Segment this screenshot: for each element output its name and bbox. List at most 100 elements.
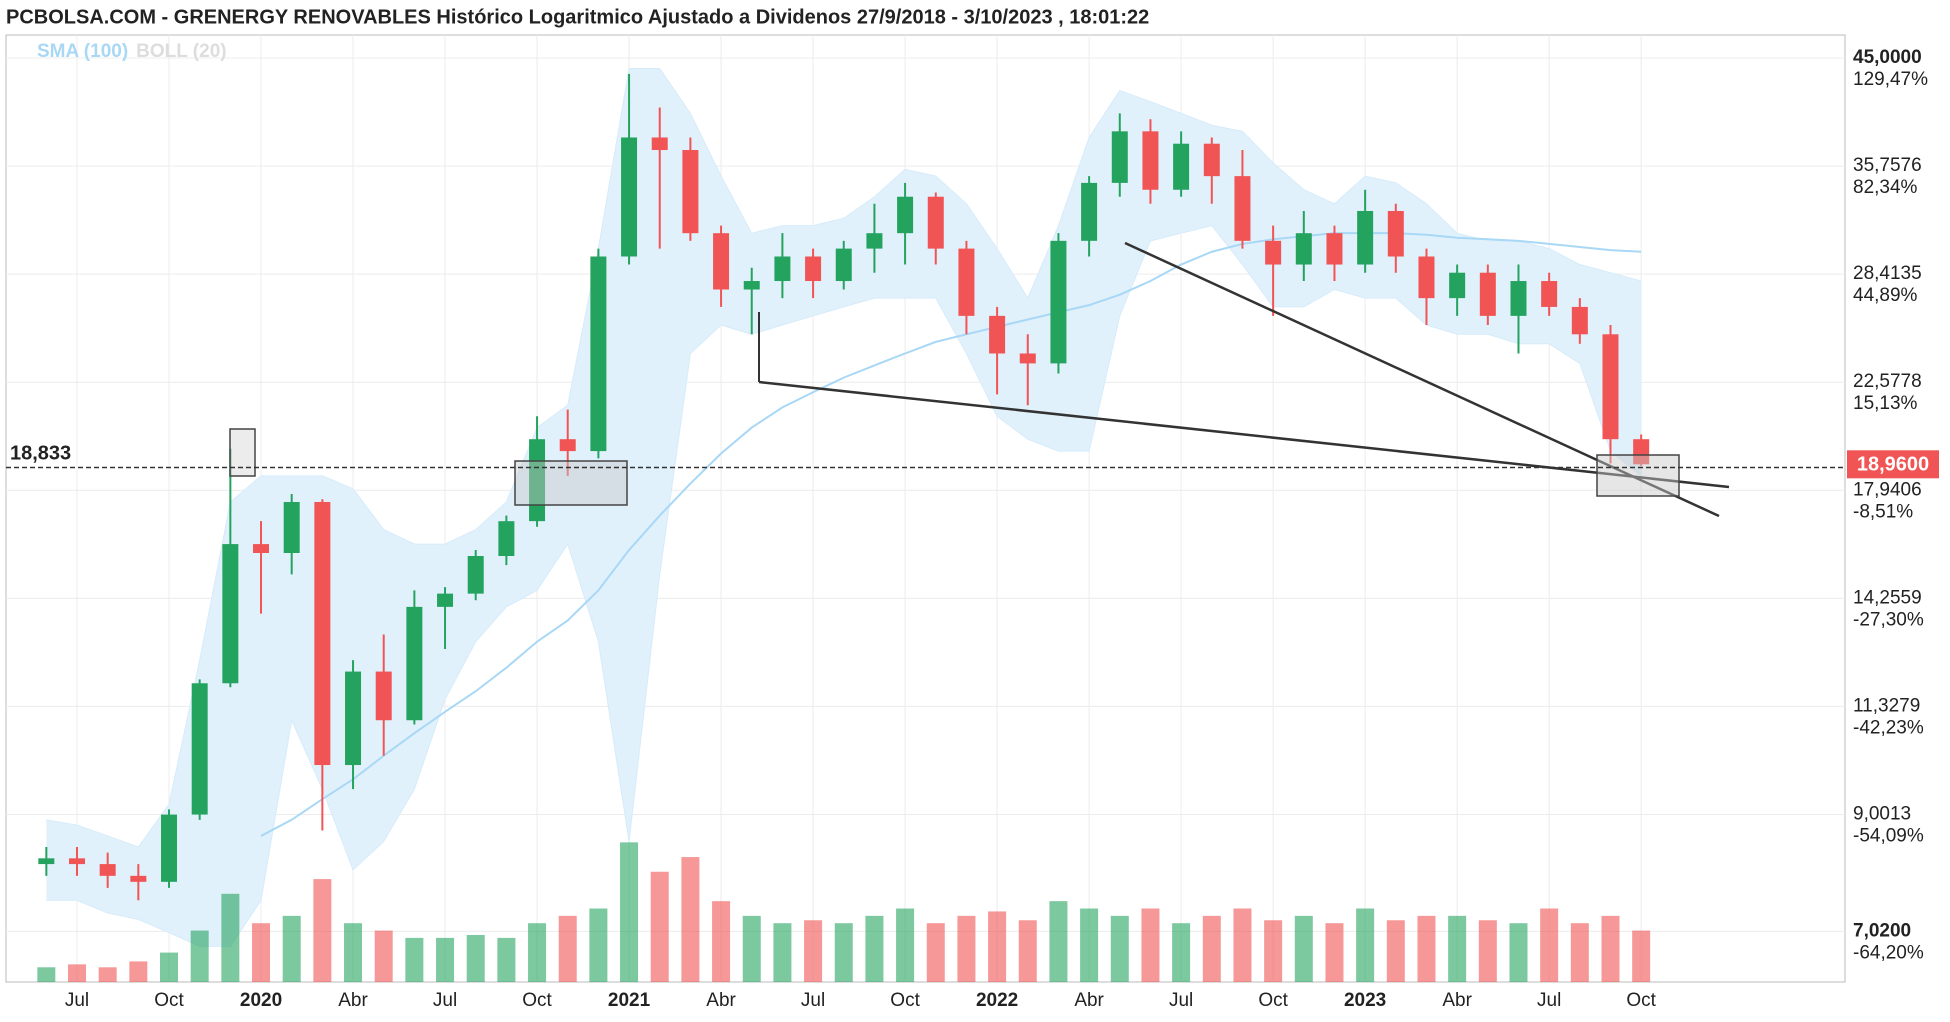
- candle-body: [1111, 131, 1128, 183]
- volume-bar: [282, 915, 301, 982]
- volume-bar: [1540, 908, 1559, 982]
- candle-body: [1173, 143, 1190, 190]
- candle-body: [1142, 131, 1159, 190]
- annotations: [229, 241, 1730, 518]
- candle-body: [1234, 176, 1251, 241]
- x-tick-label: Abr: [706, 990, 736, 1011]
- volume-bar: [1294, 915, 1313, 982]
- candle-body: [866, 233, 883, 249]
- volume-bar: [988, 911, 1007, 982]
- candle-body: [314, 501, 331, 766]
- candle-body: [69, 858, 85, 865]
- volume-bar: [1570, 923, 1589, 982]
- candle-body: [651, 137, 668, 151]
- legend-entry: SMA (100): [37, 41, 128, 62]
- candle-body: [283, 501, 300, 553]
- candle-body: [1326, 233, 1343, 265]
- candle-body: [437, 593, 454, 607]
- trendline: [1124, 241, 1720, 518]
- volume-bar: [1417, 915, 1436, 982]
- volume-bar: [1478, 920, 1497, 982]
- x-tick-label: Abr: [338, 990, 368, 1011]
- y2-tick-label: 15,13%: [1853, 393, 1918, 414]
- y-tick-label: 9,0013: [1853, 804, 1911, 825]
- sma-line: [260, 232, 1642, 837]
- x-tick-label: 2022: [976, 990, 1018, 1011]
- candle-body: [345, 671, 362, 766]
- volume-bar: [129, 961, 148, 982]
- x-tick-label: Oct: [1626, 990, 1656, 1011]
- candle-body: [1633, 439, 1650, 465]
- candle-body: [191, 683, 208, 815]
- candle-body: [161, 814, 178, 882]
- volume-bar: [436, 937, 455, 982]
- volume-bar: [1233, 908, 1252, 982]
- candle-body: [621, 137, 638, 257]
- volume-bar: [1049, 901, 1068, 982]
- volume-bar: [221, 893, 240, 982]
- candle-body: [99, 864, 116, 876]
- volume-bar: [98, 967, 117, 982]
- candle-body: [897, 196, 914, 234]
- candle-body: [1357, 210, 1374, 265]
- candle-body: [713, 233, 730, 290]
- candle-body: [406, 606, 423, 721]
- x-tick-label: 2021: [608, 990, 651, 1011]
- y-tick-label: 22,5778: [1853, 371, 1922, 392]
- volume-bar: [896, 908, 915, 982]
- candle-body: [38, 858, 55, 865]
- candle-body: [1295, 233, 1312, 265]
- candle-body: [375, 671, 392, 721]
- highlight-box: [1596, 454, 1680, 497]
- background-layer: [6, 35, 1845, 982]
- trendline: [758, 380, 1730, 489]
- y-tick-label: 14,2559: [1853, 587, 1922, 608]
- bollinger-upper: [46, 68, 1642, 848]
- candle-body: [559, 439, 576, 452]
- volume-bar: [497, 937, 516, 982]
- candle-body: [1265, 240, 1282, 265]
- volume-bar: [344, 923, 363, 982]
- y2-tick-label: -42,23%: [1853, 717, 1924, 738]
- candle-body: [1479, 272, 1496, 316]
- volume-bar: [681, 857, 700, 982]
- reference-label: 18,833: [10, 443, 71, 465]
- legend-entry: BOLL (20): [136, 41, 226, 62]
- candle-body: [927, 196, 944, 249]
- candle-body: [1571, 306, 1588, 335]
- volume-bar: [1110, 915, 1129, 982]
- volume-bar: [160, 952, 179, 982]
- x-tick-label: Oct: [1258, 990, 1288, 1011]
- volume-bar: [1141, 908, 1160, 982]
- y-tick-label: 35,7576: [1853, 155, 1922, 176]
- y2-tick-label: 44,89%: [1853, 285, 1918, 306]
- volume-bar: [742, 915, 761, 982]
- candle-body: [958, 248, 975, 316]
- x-tick-label: Abr: [1074, 990, 1104, 1011]
- chart-title: PCBOLSA.COM - GRENERGY RENOVABLES Histór…: [6, 6, 1149, 28]
- y2-tick-label: -54,09%: [1853, 825, 1924, 846]
- candle-body: [1602, 334, 1619, 440]
- candle-body: [130, 875, 147, 882]
- x-tick-label: Jul: [433, 990, 457, 1011]
- volume-bar: [313, 879, 332, 982]
- bollinger-lower: [46, 225, 1642, 947]
- candle-body: [682, 150, 699, 234]
- volume-bar: [1356, 908, 1375, 982]
- y-tick-label: 11,3279: [1853, 695, 1920, 716]
- y-tick-label: 7,0200: [1853, 920, 1911, 941]
- volume-bar: [252, 923, 271, 982]
- x-tick-label: Jul: [1169, 990, 1193, 1011]
- x-tick-label: Abr: [1442, 990, 1472, 1011]
- x-tick-label: Jul: [801, 990, 825, 1011]
- last-price-tag: [1847, 450, 1939, 479]
- candle-body: [1019, 353, 1036, 364]
- x-tick-label: 2020: [240, 990, 282, 1011]
- volume-bar: [1080, 908, 1099, 982]
- volume-bar: [865, 915, 884, 982]
- x-tick-label: Oct: [154, 990, 184, 1011]
- volume-bar: [405, 937, 424, 982]
- candle-body: [590, 256, 607, 452]
- last-price-label: 18,9600: [1857, 454, 1929, 476]
